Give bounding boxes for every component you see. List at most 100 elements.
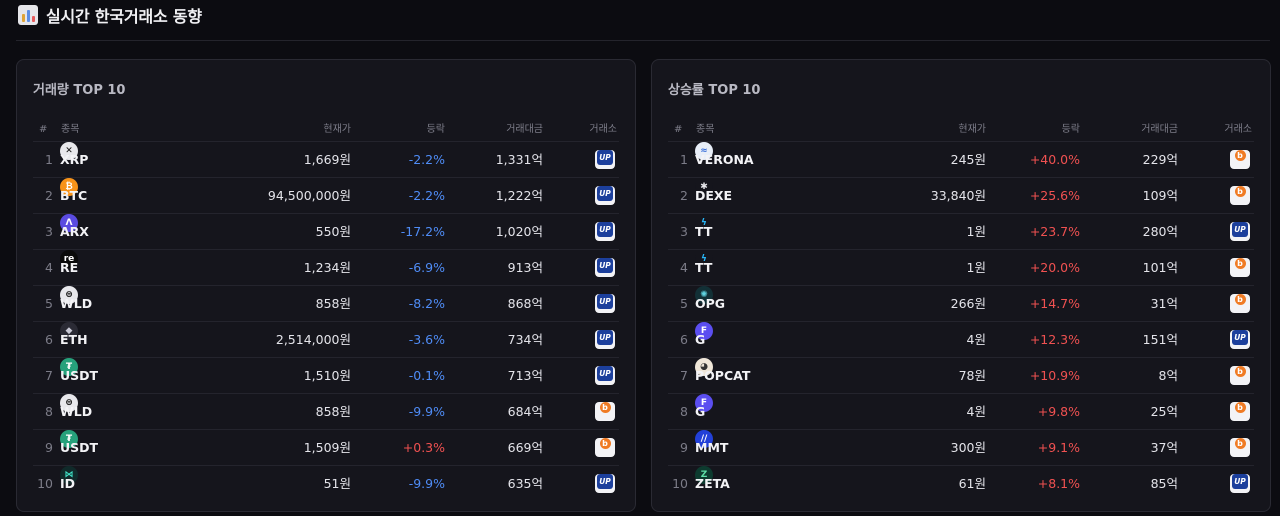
price-cell: 1,509원 <box>303 440 351 455</box>
price-cell: 4원 <box>966 404 986 419</box>
volume-cell: 635억 <box>507 476 543 491</box>
coin-symbol: WLD <box>60 296 93 311</box>
upbit-exchange-icon[interactable]: UP <box>1230 222 1250 241</box>
thundercore-icon: ϟ <box>695 214 713 232</box>
table-row[interactable]: 5 ⊜ WLD 858원 -8.2% 868억 UP <box>33 285 619 321</box>
volume-cell: 31억 <box>1150 296 1178 311</box>
rank-cell: 8 <box>680 404 688 419</box>
table-row[interactable]: 9 ₮ USDT 1,509원 +0.3% 669억 b <box>33 429 619 465</box>
coin-symbol: USDT <box>60 440 99 455</box>
change-cell: +0.3% <box>402 440 445 455</box>
rank-cell: 1 <box>680 152 688 167</box>
volume-cell: 25억 <box>1150 404 1178 419</box>
table-row[interactable]: 3 Λ ARX 550원 -17.2% 1,020억 UP <box>33 213 619 249</box>
bithumb-exchange-icon[interactable]: b <box>595 402 615 421</box>
volume-cell: 868억 <box>507 296 543 311</box>
rank-cell: 7 <box>680 368 688 383</box>
bar-chart-icon <box>18 5 38 25</box>
page-title: 실시간 한국거래소 동향 <box>46 7 202 26</box>
upbit-exchange-icon[interactable]: UP <box>595 294 615 313</box>
change-cell: -2.2% <box>408 152 445 167</box>
mmt-icon: // <box>695 430 713 448</box>
coin-symbol: TT <box>695 224 713 239</box>
price-cell: 1원 <box>966 224 986 239</box>
bithumb-exchange-icon[interactable]: b <box>1230 438 1250 457</box>
volume-top10-panel: 거래량 TOP 10 # 종목 현재가 등락 거래대금 거래소 1 ✕ XRP … <box>16 59 636 512</box>
exchange-logo: b <box>599 402 611 413</box>
coin-symbol: ETH <box>60 332 88 347</box>
upbit-exchange-icon[interactable]: UP <box>1230 330 1250 349</box>
table-row[interactable]: 7 ◕ POPCAT 78원 +10.9% 8억 b <box>668 357 1254 393</box>
table-header: # 종목 현재가 등락 거래대금 거래소 <box>33 119 619 141</box>
rank-cell: 10 <box>37 476 53 491</box>
bithumb-exchange-icon[interactable]: b <box>1230 186 1250 205</box>
upbit-exchange-icon[interactable]: UP <box>595 186 615 205</box>
upbit-exchange-icon[interactable]: UP <box>595 150 615 169</box>
price-cell: 1원 <box>966 260 986 275</box>
ethereum-icon: ◆ <box>60 322 78 340</box>
upbit-exchange-icon[interactable]: UP <box>595 474 615 493</box>
table-row[interactable]: 10 Z ZETA 61원 +8.1% 85억 UP <box>668 465 1254 501</box>
bithumb-exchange-icon[interactable]: b <box>1230 150 1250 169</box>
bitcoin-icon: ₿ <box>60 178 78 196</box>
opg-icon: ✺ <box>695 286 713 304</box>
upbit-exchange-icon[interactable]: UP <box>595 366 615 385</box>
worldcoin-icon: ⊜ <box>60 286 78 304</box>
rank-cell: 2 <box>45 188 53 203</box>
exchange-logo: b <box>1234 438 1246 449</box>
upbit-exchange-icon[interactable]: UP <box>595 222 615 241</box>
table-body: 1 ✕ XRP 1,669원 -2.2% 1,331억 UP 2 ₿ BTC 9… <box>33 141 619 501</box>
exchange-logo: UP <box>1232 330 1248 345</box>
exchange-logo: b <box>1234 258 1246 269</box>
coin-symbol: TT <box>695 260 713 275</box>
table-row[interactable]: 6 F G 4원 +12.3% 151억 UP <box>668 321 1254 357</box>
rank-cell: 6 <box>45 332 53 347</box>
bithumb-exchange-icon[interactable]: b <box>1230 402 1250 421</box>
table-row[interactable]: 8 F G 4원 +9.8% 25억 b <box>668 393 1254 429</box>
gravity-icon: F <box>695 322 713 340</box>
table-row[interactable]: 8 ⊜ WLD 858원 -9.9% 684억 b <box>33 393 619 429</box>
price-cell: 550원 <box>315 224 351 239</box>
volume-cell: 713억 <box>507 368 543 383</box>
change-cell: -3.6% <box>408 332 445 347</box>
rank-cell: 7 <box>45 368 53 383</box>
price-cell: 61원 <box>958 476 986 491</box>
price-cell: 858원 <box>315 404 351 419</box>
rank-cell: 9 <box>680 440 688 455</box>
change-cell: -0.1% <box>408 368 445 383</box>
re-icon: re <box>60 250 78 268</box>
coin-symbol: ZETA <box>695 476 730 491</box>
table-row[interactable]: 3 ϟ TT 1원 +23.7% 280억 UP <box>668 213 1254 249</box>
table-row[interactable]: 1 ✕ XRP 1,669원 -2.2% 1,331억 UP <box>33 141 619 177</box>
exchange-logo: UP <box>597 366 613 381</box>
table-row[interactable]: 6 ◆ ETH 2,514,000원 -3.6% 734억 UP <box>33 321 619 357</box>
tether-icon: ₮ <box>60 430 78 448</box>
upbit-exchange-icon[interactable]: UP <box>595 258 615 277</box>
table-row[interactable]: 9 // MMT 300원 +9.1% 37억 b <box>668 429 1254 465</box>
upbit-exchange-icon[interactable]: UP <box>595 330 615 349</box>
price-cell: 245원 <box>950 152 986 167</box>
table-row[interactable]: 5 ✺ OPG 266원 +14.7% 31억 b <box>668 285 1254 321</box>
col-coin-header: 종목 <box>61 124 80 135</box>
bithumb-exchange-icon[interactable]: b <box>595 438 615 457</box>
coin-symbol: BTC <box>60 188 88 203</box>
price-cell: 33,840원 <box>930 188 986 203</box>
table-row[interactable]: 10 ⋈ ID 51원 -9.9% 635억 UP <box>33 465 619 501</box>
coin-symbol: ID <box>60 476 76 491</box>
coin-symbol: G <box>695 332 706 347</box>
change-cell: -2.2% <box>408 188 445 203</box>
table-row[interactable]: 7 ₮ USDT 1,510원 -0.1% 713억 UP <box>33 357 619 393</box>
price-cell: 300원 <box>950 440 986 455</box>
table-row[interactable]: 2 ✱ DEXE 33,840원 +25.6% 109억 b <box>668 177 1254 213</box>
table-row[interactable]: 1 ≈ VERONA 245원 +40.0% 229억 b <box>668 141 1254 177</box>
upbit-exchange-icon[interactable]: UP <box>1230 474 1250 493</box>
volume-cell: 913억 <box>507 260 543 275</box>
bithumb-exchange-icon[interactable]: b <box>1230 366 1250 385</box>
coin-symbol: G <box>695 404 706 419</box>
table-row[interactable]: 4 re RE 1,234원 -6.9% 913억 UP <box>33 249 619 285</box>
table-row[interactable]: 2 ₿ BTC 94,500,000원 -2.2% 1,222억 UP <box>33 177 619 213</box>
bithumb-exchange-icon[interactable]: b <box>1230 258 1250 277</box>
price-cell: 1,510원 <box>303 368 351 383</box>
table-row[interactable]: 4 ϟ TT 1원 +20.0% 101억 b <box>668 249 1254 285</box>
bithumb-exchange-icon[interactable]: b <box>1230 294 1250 313</box>
